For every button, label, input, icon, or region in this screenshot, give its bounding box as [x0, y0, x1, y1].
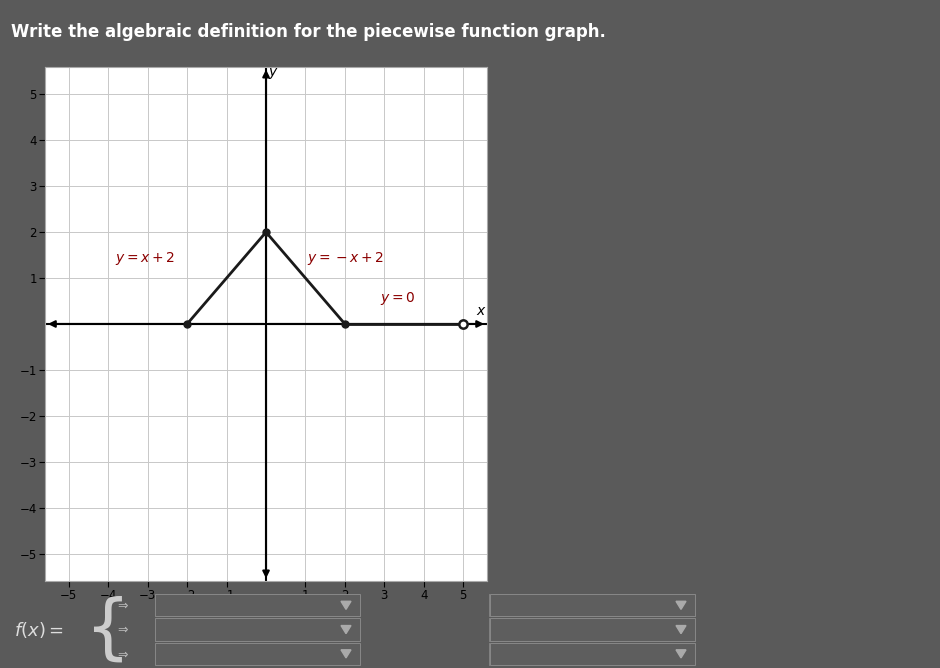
Polygon shape	[341, 601, 351, 609]
Bar	[155, 619, 360, 641]
Text: $y = -x + 2$: $y = -x + 2$	[307, 250, 384, 267]
Text: $\Rightarrow$: $\Rightarrow$	[115, 647, 129, 661]
Text: $y$: $y$	[268, 66, 278, 81]
Bar	[155, 643, 360, 665]
Bar	[490, 595, 695, 617]
Text: $x$: $x$	[476, 304, 486, 318]
Polygon shape	[676, 650, 686, 658]
Text: $y = 0$: $y = 0$	[381, 289, 415, 307]
Bar	[490, 643, 695, 665]
Polygon shape	[341, 650, 351, 658]
Bar	[155, 595, 360, 617]
Text: Write the algebraic definition for the piecewise function graph.: Write the algebraic definition for the p…	[11, 23, 606, 41]
Polygon shape	[676, 625, 686, 634]
Text: $\Rightarrow$: $\Rightarrow$	[115, 623, 129, 636]
Text: $\Rightarrow$: $\Rightarrow$	[115, 599, 129, 612]
Text: $f(x) =$: $f(x) =$	[14, 620, 64, 639]
Text: $y = x + 2$: $y = x + 2$	[115, 250, 175, 267]
Polygon shape	[341, 625, 351, 634]
Text: $\{$: $\{$	[84, 595, 122, 665]
Polygon shape	[676, 601, 686, 609]
Bar	[490, 619, 695, 641]
